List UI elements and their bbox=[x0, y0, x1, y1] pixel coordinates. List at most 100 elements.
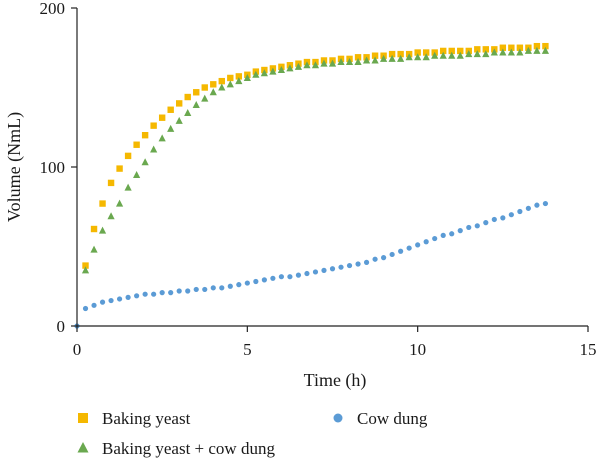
data-point bbox=[134, 293, 140, 299]
data-point bbox=[218, 83, 226, 91]
data-point bbox=[466, 224, 472, 231]
legend-marker bbox=[78, 413, 88, 423]
data-point bbox=[381, 255, 387, 261]
data-point bbox=[218, 77, 225, 85]
data-point bbox=[516, 44, 524, 51]
data-point bbox=[406, 245, 412, 251]
data-point bbox=[176, 100, 183, 107]
data-point bbox=[448, 47, 455, 55]
data-point bbox=[389, 251, 395, 258]
data-point bbox=[422, 53, 430, 61]
data-point bbox=[431, 51, 439, 59]
data-point bbox=[303, 61, 311, 69]
data-point bbox=[423, 239, 429, 245]
data-point bbox=[235, 73, 243, 80]
x-tick-label: 5 bbox=[243, 340, 252, 359]
x-tick-label: 10 bbox=[409, 340, 426, 359]
data-point bbox=[363, 259, 370, 265]
data-point bbox=[269, 67, 277, 75]
data-point bbox=[210, 285, 216, 291]
data-point bbox=[482, 46, 489, 53]
data-point bbox=[278, 274, 284, 280]
data-point bbox=[457, 228, 463, 234]
data-point bbox=[304, 270, 310, 277]
data-point bbox=[176, 288, 182, 294]
data-point bbox=[440, 47, 447, 55]
data-point bbox=[141, 132, 149, 139]
data-point bbox=[329, 266, 336, 272]
data-point bbox=[115, 199, 124, 207]
data-point bbox=[440, 232, 446, 238]
data-point bbox=[372, 256, 378, 262]
data-point bbox=[252, 70, 260, 78]
data-point bbox=[202, 286, 208, 293]
y-tick-label: 0 bbox=[57, 317, 66, 336]
data-point bbox=[236, 282, 242, 288]
legend-label: Baking yeast + cow dung bbox=[102, 439, 275, 458]
legend-item: Baking yeast + cow dung bbox=[77, 439, 275, 458]
data-point bbox=[261, 277, 267, 283]
data-point bbox=[405, 53, 413, 61]
data-point bbox=[415, 242, 421, 248]
series-cow-dung bbox=[74, 200, 549, 329]
data-point bbox=[168, 290, 174, 296]
data-point bbox=[533, 46, 541, 54]
data-point bbox=[508, 212, 514, 218]
legend-label: Cow dung bbox=[357, 409, 428, 428]
data-point bbox=[499, 48, 507, 56]
data-point bbox=[346, 262, 353, 269]
data-point bbox=[507, 48, 515, 56]
data-point bbox=[81, 266, 90, 274]
data-point bbox=[227, 283, 233, 289]
data-point bbox=[175, 116, 183, 124]
data-point bbox=[542, 42, 549, 50]
data-point bbox=[124, 183, 132, 191]
data-point bbox=[414, 53, 422, 61]
data-point bbox=[338, 264, 344, 270]
data-point bbox=[457, 47, 464, 55]
data-point bbox=[124, 152, 132, 160]
data-point bbox=[371, 56, 379, 64]
data-point bbox=[141, 158, 149, 166]
legend-item: Cow dung bbox=[333, 409, 428, 428]
data-point bbox=[82, 305, 89, 312]
data-point bbox=[355, 261, 361, 267]
data-point bbox=[371, 52, 379, 59]
data-point bbox=[107, 179, 115, 187]
axes bbox=[76, 8, 588, 327]
data-point bbox=[108, 297, 114, 304]
data-point bbox=[277, 66, 285, 74]
data-point bbox=[414, 49, 421, 56]
legend-item: Baking yeast bbox=[78, 409, 191, 428]
data-point bbox=[235, 77, 243, 85]
series-baking-yeast-cow-dung bbox=[81, 46, 550, 274]
data-point bbox=[286, 64, 294, 72]
data-point bbox=[193, 286, 199, 293]
data-point bbox=[243, 73, 251, 81]
data-point bbox=[184, 108, 192, 116]
data-point bbox=[500, 215, 506, 221]
data-point bbox=[491, 216, 497, 223]
x-axis-title: Time (h) bbox=[304, 370, 367, 391]
data-point bbox=[337, 58, 345, 66]
data-point bbox=[534, 202, 540, 208]
data-point bbox=[320, 59, 328, 67]
data-point bbox=[91, 302, 97, 308]
data-point bbox=[328, 59, 337, 67]
data-point bbox=[158, 134, 166, 142]
data-point bbox=[260, 69, 268, 77]
data-point bbox=[226, 80, 234, 88]
data-point bbox=[397, 54, 405, 62]
data-point bbox=[482, 50, 490, 58]
data-point bbox=[362, 56, 371, 64]
data-point bbox=[287, 274, 293, 280]
data-point bbox=[311, 61, 320, 69]
data-point bbox=[541, 46, 550, 54]
data-point bbox=[483, 220, 489, 226]
data-point bbox=[345, 58, 354, 66]
data-point bbox=[449, 231, 455, 237]
data-point bbox=[116, 165, 123, 172]
data-point bbox=[473, 50, 481, 58]
y-tick-label: 200 bbox=[40, 0, 66, 18]
y-axis-title: Volume (NmL) bbox=[4, 112, 25, 222]
